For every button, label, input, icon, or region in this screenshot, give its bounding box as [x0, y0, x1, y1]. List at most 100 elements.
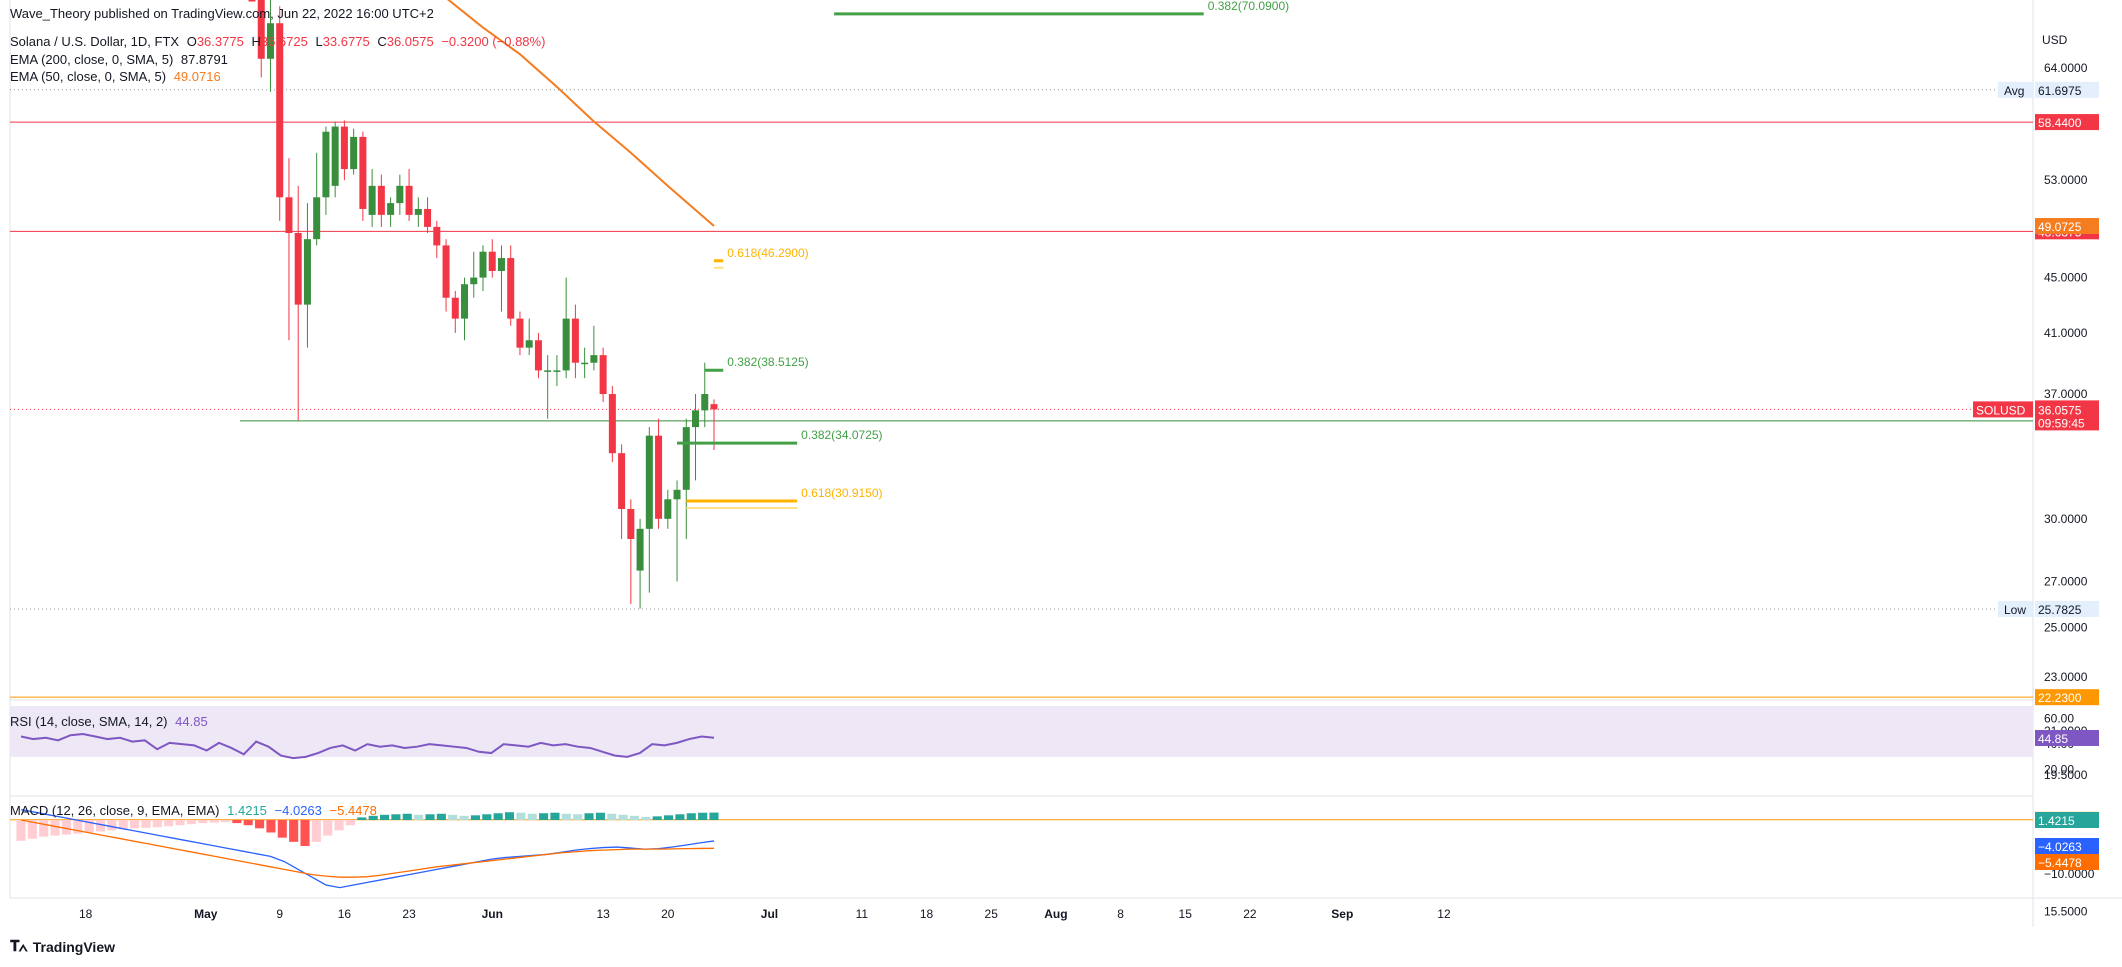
- macd-histogram-bar: [368, 815, 378, 820]
- candle-body: [322, 131, 330, 198]
- ema50-price-bg: [2035, 218, 2099, 235]
- macd-histogram-bar: [95, 820, 106, 832]
- candle-body: [424, 208, 432, 227]
- x-tick-label: 11: [856, 907, 869, 921]
- macd-histogram-bar: [550, 812, 560, 820]
- candle-body: [701, 394, 709, 411]
- ema200-value: 87.8791: [180, 52, 228, 67]
- macd-histogram-bar: [209, 820, 219, 823]
- macd-histogram-bar: [357, 817, 367, 820]
- macd-histogram-bar: [266, 820, 276, 833]
- x-tick-label: 23: [402, 907, 416, 921]
- macd-histogram-bar: [641, 816, 651, 820]
- macd-histogram-bar: [698, 812, 708, 820]
- candle-body: [692, 410, 700, 428]
- candle-body: [516, 318, 524, 348]
- macd-histogram-bar: [539, 813, 549, 820]
- candle-body: [451, 297, 459, 319]
- macd-histogram-bar: [425, 814, 435, 820]
- rsi-value-axis-label: 44.85: [2038, 732, 2068, 746]
- macd-histogram-bar: [50, 820, 60, 836]
- macd-histogram-bar: [311, 820, 321, 842]
- candle-body: [544, 370, 552, 372]
- price-axis-label: 25.7825: [2038, 603, 2082, 617]
- rsi-legend[interactable]: RSI (14, close, SMA, 14, 2) 44.85: [10, 714, 212, 729]
- candle-body: [645, 435, 653, 529]
- candle-body: [636, 528, 644, 571]
- candle-body: [266, 23, 274, 59]
- y-tick-label: 53.0000: [2044, 173, 2088, 187]
- fib-level-label: 0.618(30.9150): [801, 486, 882, 500]
- candle-body: [276, 23, 284, 198]
- candle-body: [433, 226, 441, 246]
- ema200-label: EMA (200, close, 0, SMA, 5): [10, 52, 174, 67]
- level-tag-bg: [1998, 81, 2034, 98]
- macd-histogram-bar: [675, 814, 685, 820]
- ohlc-high: H36.6725: [251, 34, 308, 49]
- y-tick-label: 64.0000: [2044, 61, 2088, 75]
- y-tick-label: 19.5000: [2044, 768, 2088, 782]
- candle-body: [442, 245, 450, 298]
- y-tick-label: 37.0000: [2044, 387, 2088, 401]
- candle-body: [673, 489, 681, 500]
- macd-histogram-bar: [345, 820, 356, 826]
- y-tick-label: 23.0000: [2044, 670, 2088, 684]
- level-tag-bg: [1998, 600, 2034, 617]
- symbol-name[interactable]: Solana / U.S. Dollar, 1D, FTX: [10, 34, 180, 49]
- price-axis-label: 22.2300: [2038, 691, 2082, 705]
- tradingview-logo-icon: 𝐓∧: [10, 938, 28, 955]
- macd-histogram-bar: [607, 813, 617, 820]
- price-axis-label: 58.4400: [2038, 116, 2082, 130]
- candle-body: [581, 362, 589, 365]
- candle-body: [414, 208, 422, 215]
- macd-histogram-bar: [175, 820, 185, 826]
- macd-histogram-bar: [186, 820, 196, 825]
- macd-histogram-bar: [686, 813, 696, 820]
- last-price-label: 36.0575: [2038, 403, 2082, 417]
- symbol-tag: SOLUSD: [1976, 403, 2026, 417]
- macd-value-bg: [2035, 812, 2099, 828]
- candle-body: [368, 185, 376, 215]
- macd-histogram-bar: [130, 820, 140, 829]
- macd-legend[interactable]: MACD (12, 26, close, 9, EMA, EMA) 1.4215…: [10, 803, 381, 818]
- ema50-series-line: [447, 0, 715, 227]
- price-axis-label-bg: [2035, 114, 2099, 131]
- candle-body: [682, 427, 690, 490]
- level-tag-label: Avg: [2004, 84, 2024, 98]
- ema50-legend[interactable]: EMA (50, close, 0, SMA, 5) 49.0716: [10, 69, 225, 84]
- macd-histogram-bar: [255, 820, 265, 829]
- macd-value-bg: [2035, 854, 2099, 870]
- macd-hist-value: 1.4215: [227, 803, 267, 818]
- fib-level-label: 0.382(70.0900): [1208, 0, 1289, 13]
- macd-histogram-bar: [482, 814, 492, 820]
- macd-histogram-bar: [84, 820, 94, 833]
- ema50-price-label: 49.0725: [2038, 220, 2082, 234]
- brand-footer[interactable]: 𝐓∧ TradingView: [10, 938, 115, 955]
- y-tick-label: 15.5000: [2044, 905, 2088, 919]
- candle-body: [350, 136, 358, 170]
- macd-histogram-bar: [629, 815, 640, 820]
- publisher-line: Wave_Theory published on TradingView.com…: [10, 6, 434, 21]
- x-tick-label: 8: [1117, 907, 1124, 921]
- candle-body: [257, 0, 265, 59]
- candle-body: [479, 251, 487, 278]
- rsi-band: [10, 706, 2033, 757]
- macd-histogram-bar: [141, 820, 151, 828]
- candle-body: [461, 284, 469, 319]
- macd-histogram-bar: [436, 813, 446, 820]
- x-tick-label: 20: [661, 907, 675, 921]
- macd-histogram-bar: [164, 820, 174, 827]
- candle-body: [553, 370, 561, 372]
- macd-histogram-bar: [16, 820, 26, 841]
- rsi-value-bg: [2035, 729, 2099, 746]
- x-tick-label: 12: [1437, 907, 1451, 921]
- macd-histogram-bar: [277, 820, 287, 838]
- macd-histogram-bar: [232, 820, 242, 824]
- ema200-legend[interactable]: EMA (200, close, 0, SMA, 5) 87.8791: [10, 52, 232, 67]
- price-axis-label-bg: [2035, 81, 2099, 98]
- candle-body: [710, 404, 718, 410]
- candle-body: [627, 508, 635, 539]
- macd-histogram-bar: [391, 814, 401, 820]
- ohlc-close: C36.0575: [377, 34, 434, 49]
